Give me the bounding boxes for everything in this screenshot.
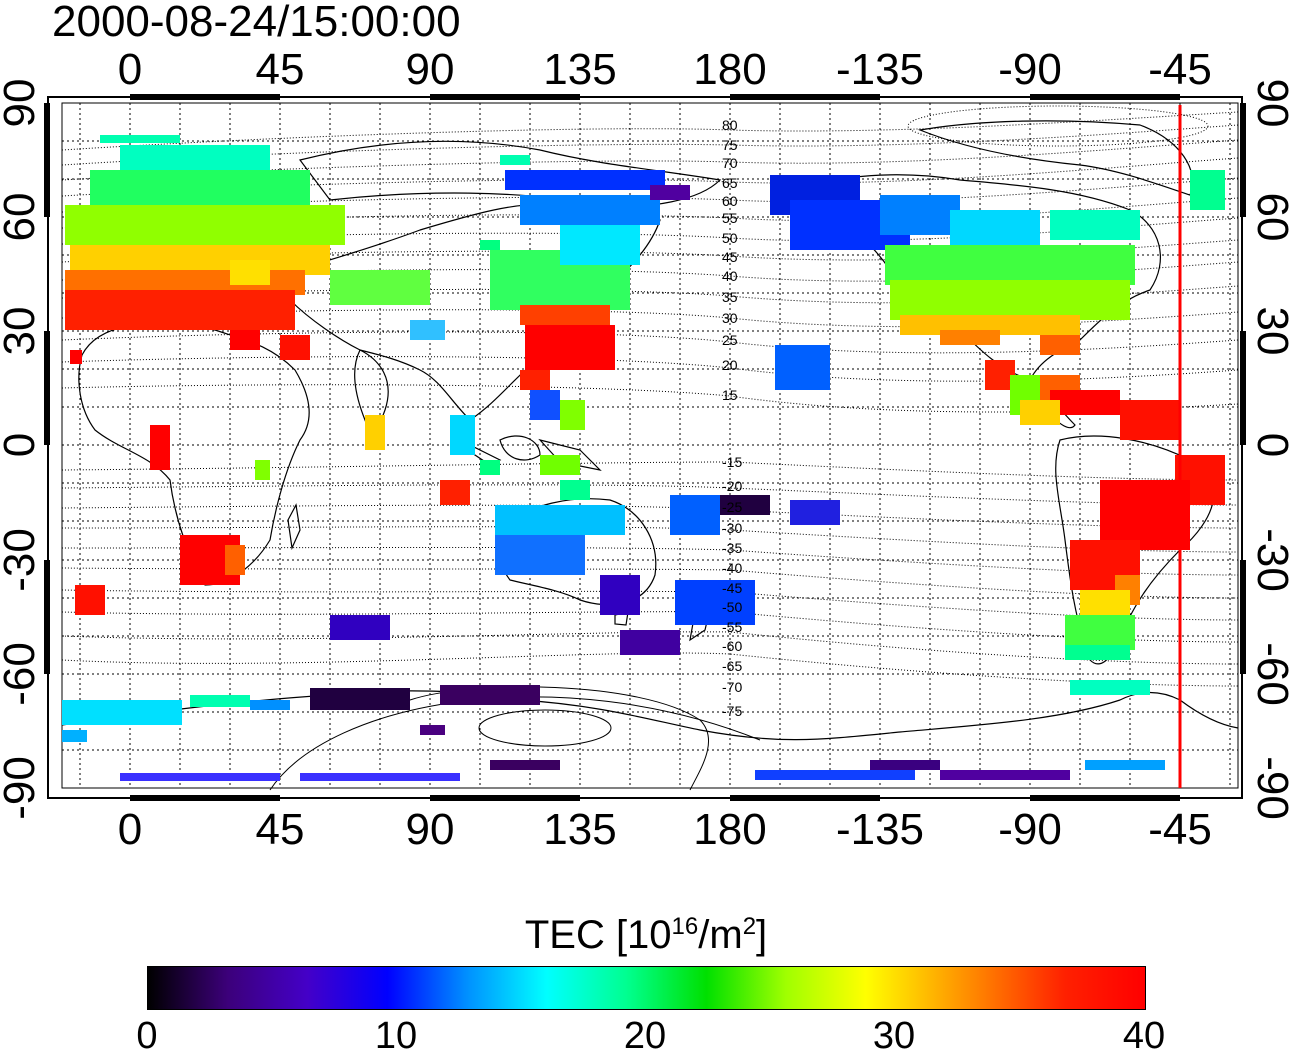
tec-map: 8075706560555045403530252015-15-20-25-30… xyxy=(0,45,1292,854)
axis-bars xyxy=(44,94,1246,801)
top-longitude-tick: 180 xyxy=(693,45,766,94)
contour-label: -25 xyxy=(722,499,742,515)
contour-label: 50 xyxy=(722,230,738,246)
right-latitude-tick: 0 xyxy=(1248,433,1292,457)
contour-label: 55 xyxy=(722,210,738,226)
colorbar-tick: 0 xyxy=(136,1015,158,1057)
right-latitude-tick: -60 xyxy=(1248,642,1292,706)
colorbar-title-suffix: ] xyxy=(756,913,768,957)
bottom-axis-ticks: 0 45 90 135 180 -135 -90 -45 xyxy=(118,805,1212,854)
left-axis-ticks: 90 60 30 0 -30 -60 -90 xyxy=(0,79,44,820)
contour-label: -40 xyxy=(722,560,742,576)
contour-label: -60 xyxy=(722,638,742,654)
contour-label: -30 xyxy=(722,520,742,536)
bottom-longitude-tick: -45 xyxy=(1148,805,1212,854)
colorbar xyxy=(147,966,1146,1010)
contour-label: 25 xyxy=(722,332,738,348)
top-longitude-tick: 90 xyxy=(406,45,455,94)
right-latitude-tick: 60 xyxy=(1248,193,1292,242)
contour-label: 45 xyxy=(722,249,738,265)
right-latitude-tick: -30 xyxy=(1248,528,1292,592)
colorbar-tick: 30 xyxy=(872,1015,916,1057)
contour-label: 15 xyxy=(722,387,738,403)
colorbar-title-exp2: 2 xyxy=(742,913,757,940)
contour-label: -45 xyxy=(722,580,742,596)
top-longitude-tick: -135 xyxy=(836,45,924,94)
left-latitude-tick: 90 xyxy=(0,79,44,128)
contour-label: 40 xyxy=(722,268,738,284)
left-latitude-tick: 30 xyxy=(0,307,44,356)
colorbar-tick: 20 xyxy=(623,1015,667,1057)
top-longitude-tick: 135 xyxy=(543,45,616,94)
right-axis-ticks: 90 60 30 0 -30 -60 -90 xyxy=(1248,79,1292,820)
right-latitude-tick: -90 xyxy=(1248,756,1292,820)
map-title: 2000-08-24/15:00:00 xyxy=(52,0,461,46)
contour-label: -15 xyxy=(722,454,742,470)
contour-label: -75 xyxy=(722,703,742,719)
contour-label: -20 xyxy=(722,478,742,494)
contour-label: 60 xyxy=(722,193,738,209)
left-latitude-tick: 0 xyxy=(0,433,44,457)
bottom-longitude-tick: 0 xyxy=(118,805,142,854)
bottom-longitude-tick: -90 xyxy=(998,805,1062,854)
contour-label: -55 xyxy=(722,619,742,635)
bottom-longitude-tick: 180 xyxy=(693,805,766,854)
colorbar-title: TEC [1016/m2] xyxy=(0,905,1292,957)
top-axis-ticks: 0 45 90 135 180 -135 -90 -45 xyxy=(118,45,1212,94)
top-longitude-tick: 0 xyxy=(118,45,142,94)
left-latitude-tick: 60 xyxy=(0,193,44,242)
contour-label: 70 xyxy=(722,155,738,171)
top-longitude-tick: -90 xyxy=(998,45,1062,94)
colorbar-title-exp1: 16 xyxy=(671,913,699,940)
contour-label: 75 xyxy=(722,137,738,153)
contour-label: -65 xyxy=(722,658,742,674)
left-latitude-tick: -90 xyxy=(0,756,44,820)
colorbar-title-mid: /m xyxy=(698,913,743,957)
contour-label: 80 xyxy=(722,117,738,133)
left-latitude-tick: -30 xyxy=(0,528,44,592)
right-latitude-tick: 90 xyxy=(1248,79,1292,128)
colorbar-tick: 40 xyxy=(1122,1015,1166,1057)
contour-label: 65 xyxy=(722,175,738,191)
bottom-longitude-tick: -135 xyxy=(836,805,924,854)
right-latitude-tick: 30 xyxy=(1248,307,1292,356)
contour-label: 35 xyxy=(722,289,738,305)
bottom-longitude-tick: 45 xyxy=(256,805,305,854)
top-longitude-tick: -45 xyxy=(1148,45,1212,94)
contour-label: -50 xyxy=(722,599,742,615)
contour-label: 30 xyxy=(722,310,738,326)
bottom-longitude-tick: 135 xyxy=(543,805,616,854)
contour-label: -35 xyxy=(722,540,742,556)
top-longitude-tick: 45 xyxy=(256,45,305,94)
left-latitude-tick: -60 xyxy=(0,642,44,706)
colorbar-title-prefix: TEC [10 xyxy=(524,913,672,957)
colorbar-tick: 10 xyxy=(374,1015,418,1057)
bottom-longitude-tick: 90 xyxy=(406,805,455,854)
contour-label: -70 xyxy=(722,679,742,695)
tec-observations xyxy=(62,135,1225,781)
contour-label: 20 xyxy=(722,357,738,373)
